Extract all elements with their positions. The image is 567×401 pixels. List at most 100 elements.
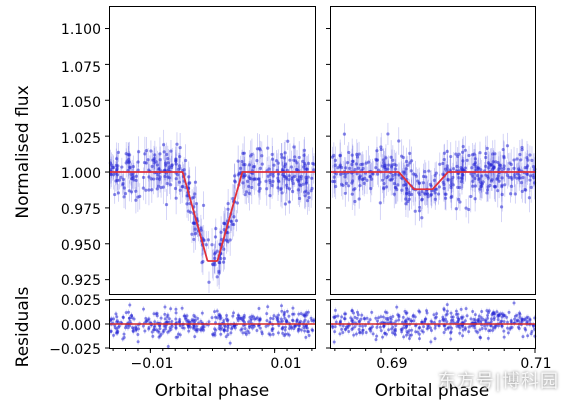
data-point xyxy=(351,159,355,163)
data-point xyxy=(400,188,404,192)
residual-point xyxy=(479,316,483,320)
residual-point xyxy=(199,319,203,323)
data-point xyxy=(391,158,395,162)
residual-point xyxy=(386,318,390,322)
data-point xyxy=(508,161,512,165)
residual-point xyxy=(182,314,186,318)
residual-point xyxy=(442,308,446,312)
residual-point xyxy=(406,317,410,321)
residual-point xyxy=(397,318,401,322)
residual-point xyxy=(274,315,278,319)
residual-point xyxy=(124,324,128,328)
data-point xyxy=(164,202,169,207)
residual-point xyxy=(159,332,163,336)
data-point xyxy=(297,183,302,187)
residual-point xyxy=(213,315,217,319)
data-point xyxy=(218,242,222,246)
residual-point xyxy=(332,315,336,319)
data-point xyxy=(417,181,422,185)
data-point xyxy=(130,174,134,178)
residual-point xyxy=(529,332,533,336)
residual-point xyxy=(486,336,490,340)
data-point xyxy=(361,166,365,171)
residual-point xyxy=(425,327,429,331)
residual-point xyxy=(491,326,495,330)
data-point xyxy=(451,183,455,187)
residual-point xyxy=(159,316,163,320)
data-point xyxy=(427,169,431,173)
residual-point xyxy=(312,319,316,323)
residual-point xyxy=(277,323,281,327)
residual-point xyxy=(333,325,337,329)
data-point xyxy=(281,172,285,177)
residual-point xyxy=(215,309,219,313)
residual-point xyxy=(143,329,147,333)
data-point xyxy=(268,172,273,176)
residual-point xyxy=(242,314,246,318)
residual-point xyxy=(412,319,416,323)
data-point xyxy=(302,148,307,152)
data-point xyxy=(295,161,299,165)
data-point xyxy=(473,177,477,181)
data-point xyxy=(141,175,146,180)
data-point xyxy=(178,188,182,192)
residual-point xyxy=(417,337,421,341)
data-point xyxy=(272,163,276,167)
data-point xyxy=(177,164,182,168)
residual-point xyxy=(210,316,214,320)
data-point xyxy=(188,181,192,185)
residual-point xyxy=(485,309,489,313)
data-point xyxy=(455,164,459,169)
residual-point xyxy=(471,324,475,328)
data-point xyxy=(129,177,134,181)
data-point xyxy=(280,155,284,159)
data-point xyxy=(218,261,222,265)
data-point xyxy=(270,152,274,157)
data-point xyxy=(361,162,365,166)
data-point xyxy=(238,166,243,170)
residual-point xyxy=(299,328,303,332)
data-point xyxy=(375,172,380,176)
residual-point xyxy=(428,326,432,330)
residual-point xyxy=(408,333,412,337)
data-point xyxy=(344,172,348,176)
residual-point xyxy=(502,314,506,318)
data-point xyxy=(115,167,119,171)
data-point xyxy=(364,161,368,165)
data-point xyxy=(247,191,252,196)
data-point xyxy=(385,176,389,180)
residual-point xyxy=(339,319,343,323)
data-point xyxy=(371,172,375,176)
data-point xyxy=(485,191,489,195)
data-point xyxy=(481,180,485,184)
data-point xyxy=(463,166,468,170)
data-point xyxy=(348,166,352,170)
residual-point xyxy=(309,316,313,320)
data-point xyxy=(247,175,251,179)
data-point xyxy=(459,166,463,170)
data-point xyxy=(136,160,140,164)
residual-point xyxy=(400,330,404,334)
residual-point xyxy=(361,328,365,332)
residual-point xyxy=(358,330,362,334)
data-point xyxy=(226,202,230,206)
data-point xyxy=(391,173,395,178)
data-point xyxy=(395,187,399,192)
residual-point xyxy=(257,318,261,322)
data-point xyxy=(155,177,159,181)
data-point xyxy=(217,269,221,273)
ytick-label: 0.975 xyxy=(61,202,101,218)
data-point xyxy=(207,280,211,284)
residual-point xyxy=(451,315,455,319)
data-point xyxy=(147,168,151,172)
residual-point xyxy=(411,314,415,318)
data-point xyxy=(513,192,517,196)
data-point xyxy=(252,164,256,169)
data-point xyxy=(156,173,160,177)
data-point xyxy=(180,185,184,189)
data-point xyxy=(265,187,269,191)
data-point xyxy=(340,182,344,186)
data-point xyxy=(233,174,237,178)
data-point xyxy=(243,173,247,178)
residual-point xyxy=(134,326,138,330)
